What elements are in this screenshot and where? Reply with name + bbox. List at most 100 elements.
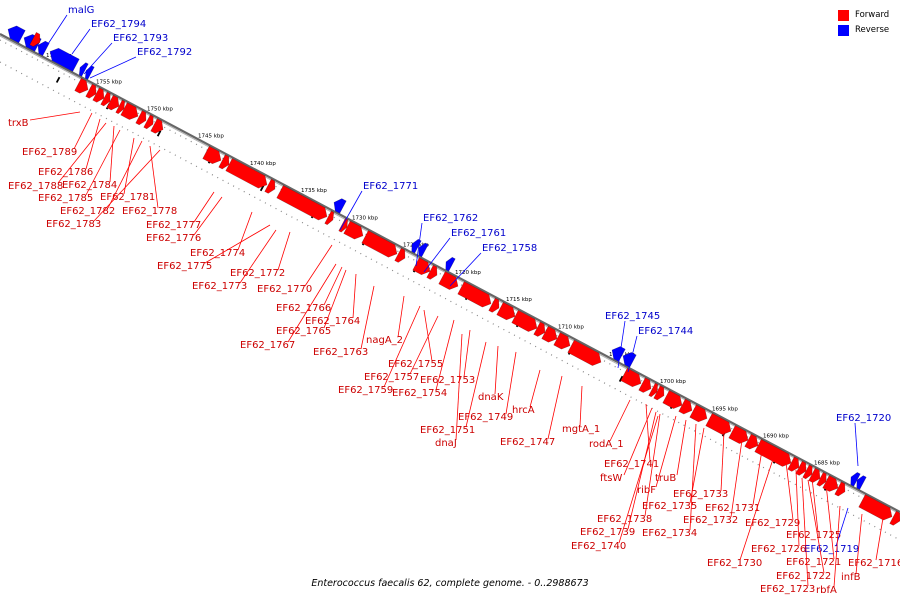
legend-entry-reverse: Reverse xyxy=(838,23,889,37)
reverse-gene-arrow xyxy=(856,475,867,490)
label-leader-line xyxy=(423,309,433,362)
forward-gene-arrow xyxy=(511,310,538,332)
tick-mark xyxy=(259,185,265,192)
forward-gene-arrow xyxy=(343,220,364,240)
label-leader-line xyxy=(85,129,121,196)
label-leader-line xyxy=(304,244,333,287)
forward-gene-arrow xyxy=(135,110,147,126)
legend-entry-forward: Forward xyxy=(838,8,889,22)
label-leader-line xyxy=(107,140,143,209)
label-leader-line xyxy=(825,483,835,560)
forward-gene-arrow xyxy=(678,398,693,415)
label-leader-line xyxy=(529,369,541,408)
gene-label: EF62_1757 xyxy=(364,372,419,383)
forward-gene-arrow xyxy=(802,464,813,480)
gene-label: ribF xyxy=(637,485,656,496)
gene-label: EF62_1749 xyxy=(458,412,513,423)
label-leader-line xyxy=(149,145,159,209)
forward-gene-arrow xyxy=(225,158,268,189)
label-leader-line xyxy=(833,505,841,588)
gene-label: EF62_1755 xyxy=(388,359,443,370)
label-leader-line xyxy=(435,319,455,391)
gene-features xyxy=(7,25,900,526)
forward-gene-arrow xyxy=(361,230,398,258)
gene-label: dnaJ xyxy=(435,438,457,449)
tick-label: 1730 kbp xyxy=(352,215,378,221)
gene-label: EF62_1732 xyxy=(683,515,738,526)
genome-caption: Enterococcus faecalis 62, complete genom… xyxy=(311,578,589,589)
label-leader-line xyxy=(193,196,223,236)
label-leader-line xyxy=(71,28,91,55)
label-leader-line xyxy=(730,439,743,518)
label-leader-line xyxy=(807,479,825,574)
label-leader-line xyxy=(644,413,661,517)
label-leader-line xyxy=(323,269,347,329)
gene-label: nagA_2 xyxy=(366,335,403,346)
forward-gene-arrow xyxy=(648,382,659,398)
reverse-gene-arrow xyxy=(850,472,861,487)
label-leader-line xyxy=(455,333,463,441)
label-leader-line xyxy=(645,403,651,462)
forward-gene-arrow xyxy=(541,325,558,343)
label-leader-line xyxy=(352,273,357,319)
label-leader-line xyxy=(83,42,113,75)
gene-label: EF62_1792 xyxy=(137,47,192,58)
forward-gene-arrow xyxy=(92,87,105,103)
gene-labels: malG EF62_1794 EF62_1793 EF62_1792 trxB EF62_… xyxy=(8,5,900,596)
label-leader-line xyxy=(73,112,93,150)
label-leader-line xyxy=(739,455,775,561)
label-leader-line xyxy=(655,415,677,488)
label-leader-line xyxy=(609,399,631,442)
gene-label: mgtA_1 xyxy=(562,424,600,435)
reverse-gene-arrow xyxy=(49,47,80,72)
gene-label: EF62_1754 xyxy=(392,388,447,399)
label-leader-line xyxy=(204,224,271,264)
label-leader-line xyxy=(689,423,697,531)
label-leader-line xyxy=(617,320,626,369)
gene-label: EF62_1738 xyxy=(597,514,652,525)
forward-gene-arrow xyxy=(276,185,328,221)
forward-gene-arrow xyxy=(412,257,431,276)
gene-label: EF62_1789 xyxy=(22,147,77,158)
gene-label: EF62_1778 xyxy=(122,206,177,217)
forward-gene-arrow xyxy=(889,510,900,526)
label-leader-line xyxy=(676,419,687,476)
gene-label: EF62_1764 xyxy=(305,316,360,327)
forward-gene-arrow xyxy=(567,339,602,366)
label-leader-line xyxy=(237,211,253,251)
gene-label: EF62_1777 xyxy=(146,220,201,231)
label-leader-line xyxy=(795,469,800,547)
tick-label: 1745 kbp xyxy=(198,134,224,140)
gene-label: EF62_1781 xyxy=(100,192,155,203)
forward-gene-arrow xyxy=(496,302,516,321)
label-leader-line xyxy=(415,222,423,267)
label-leader-line xyxy=(720,431,725,492)
forward-gene-arrow xyxy=(202,145,222,165)
tick-label: 1710 kbp xyxy=(558,325,584,331)
label-leader-line xyxy=(57,122,107,184)
forward-gene-arrow xyxy=(324,210,335,226)
label-leader-line xyxy=(494,345,499,395)
forward-gene-arrow xyxy=(816,471,827,487)
label-leader-line xyxy=(277,231,291,271)
gene-label: EF62_1726 xyxy=(751,544,806,555)
tick-label: 1735 kbp xyxy=(301,188,327,194)
label-leader-line xyxy=(505,351,517,415)
gene-label: truB xyxy=(655,473,676,484)
label-leader-line xyxy=(383,305,421,388)
forward-gene-arrow xyxy=(787,456,800,472)
gene-label: EF62_1783 xyxy=(46,219,101,230)
forward-gene-arrow xyxy=(533,321,546,337)
label-leader-line xyxy=(287,263,337,343)
label-leader-line xyxy=(463,329,471,378)
tick-mark xyxy=(156,130,162,137)
gene-label: EF62_1763 xyxy=(313,347,368,358)
forward-gene-arrow xyxy=(553,332,571,350)
label-leader-line xyxy=(785,461,794,521)
gene-label: EF62_1721 xyxy=(786,557,841,568)
gene-label: EF62_1775 xyxy=(157,261,212,272)
label-leader-line xyxy=(29,111,81,121)
legend-label-forward: Forward xyxy=(855,10,890,20)
label-leader-line xyxy=(579,385,583,427)
gene-label: EF62_1740 xyxy=(571,541,626,552)
